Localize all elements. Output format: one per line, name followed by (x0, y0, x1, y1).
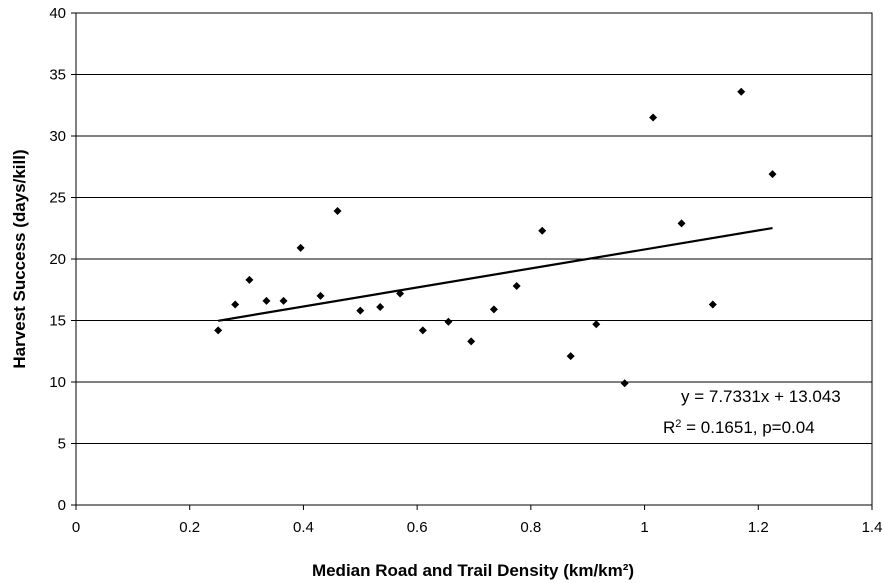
data-point (737, 87, 746, 96)
data-point (538, 226, 547, 235)
y-axis-ticks: 0 5 10 15 20 25 30 35 40 (49, 5, 76, 514)
data-point (768, 170, 777, 179)
x-axis-ticks: 0 0.2 0.4 0.6 0.8 1 1.2 1.4 (72, 505, 883, 536)
data-point (677, 219, 686, 228)
equation-label: y = 7.7331x + 13.043 (681, 387, 841, 406)
data-point (245, 275, 254, 284)
data-point (649, 113, 658, 122)
x-tick-label: 0.4 (293, 519, 314, 536)
data-point (214, 326, 223, 335)
trendline (217, 226, 773, 322)
x-tick-label: 0.2 (179, 519, 200, 536)
y-axis-title: Harvest Success (days/kill) (10, 149, 29, 368)
y-tick-label: 30 (49, 128, 66, 145)
data-point (316, 291, 325, 300)
y-tick-label: 0 (58, 497, 66, 514)
data-point (708, 300, 717, 309)
y-tick-label: 5 (58, 436, 66, 453)
x-tick-label: 1.4 (862, 519, 883, 536)
data-point (296, 243, 305, 252)
data-point (620, 379, 629, 388)
data-point (467, 337, 476, 346)
y-tick-label: 40 (49, 5, 66, 22)
x-tick-label: 0 (72, 519, 80, 536)
data-point (333, 207, 342, 216)
data-points (214, 87, 777, 388)
y-tick-label: 15 (49, 313, 66, 330)
data-point (376, 302, 385, 311)
data-point (444, 317, 453, 326)
data-point (279, 296, 288, 305)
x-tick-label: 1.2 (748, 519, 769, 536)
data-point (566, 352, 575, 361)
y-tick-label: 35 (49, 67, 66, 84)
data-point (512, 282, 521, 291)
y-tick-label: 10 (49, 374, 66, 391)
x-axis-title: Median Road and Trail Density (km/km²) (312, 561, 634, 580)
x-tick-label: 0.6 (407, 519, 428, 536)
data-point (592, 320, 601, 329)
gridlines (76, 74, 872, 444)
data-point (489, 305, 498, 314)
x-tick-label: 0.8 (520, 519, 541, 536)
y-tick-label: 25 (49, 190, 66, 207)
data-point (356, 306, 365, 315)
r-squared-label: R2 = 0.1651, p=0.04 (663, 418, 815, 437)
data-point (231, 300, 240, 309)
data-point (262, 296, 271, 305)
x-tick-label: 1 (640, 519, 648, 536)
data-point (396, 289, 405, 298)
y-tick-label: 20 (49, 251, 66, 268)
data-point (418, 326, 427, 335)
